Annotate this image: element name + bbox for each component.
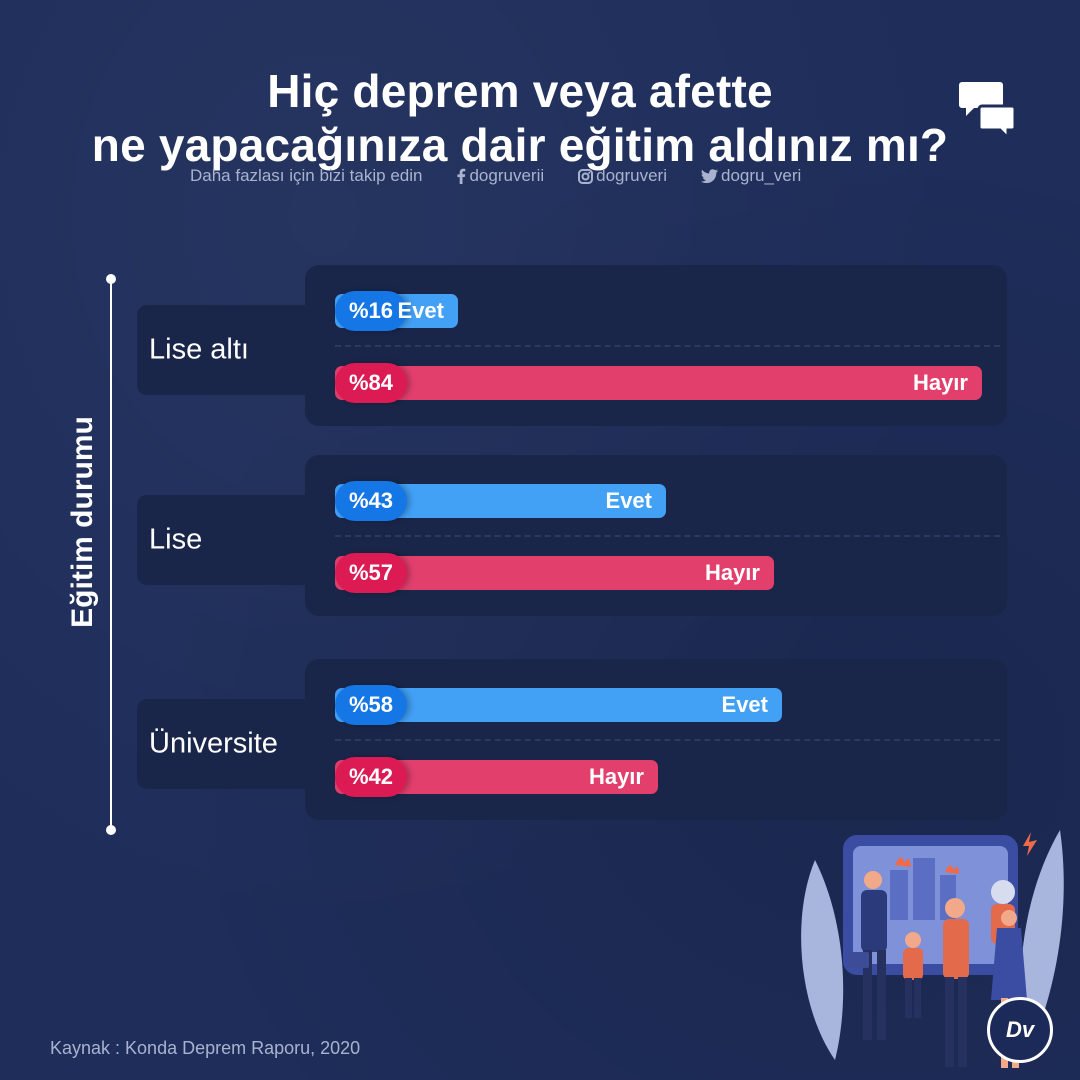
dv-logo: Dv: [987, 997, 1053, 1063]
facebook-handle: dogruverii: [469, 166, 545, 185]
category-label-box: Lise: [137, 495, 337, 585]
category-label-box: Üniversite: [137, 699, 337, 789]
percent-label: %43: [335, 481, 407, 521]
percent-label: %58: [335, 685, 407, 725]
series-label: Evet: [721, 692, 768, 717]
series-label: Evet: [605, 488, 652, 513]
instagram-handle: dogruveri: [596, 166, 667, 185]
bar-hayir: %57 Hayır: [335, 553, 774, 593]
axis-label: Eğitim durumu: [66, 416, 99, 628]
percent-label: %42: [335, 757, 407, 797]
bar-evet: %16 Evet: [335, 291, 458, 331]
instagram-link[interactable]: dogruveri: [578, 166, 667, 186]
category-label: Lise: [149, 523, 203, 556]
dashed-divider: [335, 739, 1000, 741]
bar-evet: %43 Evet: [335, 481, 666, 521]
instagram-icon: [578, 168, 594, 184]
bar-hayir: %84 Hayır: [335, 363, 982, 403]
dashed-divider: [335, 535, 1000, 537]
source-text: Kaynak : Konda Deprem Raporu, 2020: [50, 1038, 361, 1058]
axis-dot-top: [106, 274, 116, 284]
twitter-link[interactable]: dogru_veri: [701, 166, 801, 186]
bar-hayir: %42 Hayır: [335, 757, 658, 797]
series-label: Hayır: [912, 370, 968, 395]
twitter-handle: dogru_veri: [721, 166, 802, 185]
axis-dot-bottom: [106, 825, 116, 835]
percent-label: %84: [335, 363, 407, 403]
title-line-2: ne yapacağınıza dair eğitim aldınız mı?: [91, 119, 949, 171]
social-links: Daha fazlası için bizi takip edin dogruv…: [190, 166, 801, 186]
follow-text: Daha fazlası için bizi takip edin: [190, 166, 423, 185]
category-label: Üniversite: [149, 727, 278, 760]
series-label: Hayır: [704, 560, 760, 585]
dashed-divider: [335, 345, 1000, 347]
axis-line: [110, 279, 112, 830]
bar-evet: %58 Evet: [335, 685, 782, 725]
category-label: Lise altı: [149, 333, 249, 366]
series-label: Evet: [397, 298, 444, 323]
series-label: Hayır: [588, 764, 644, 789]
percent-label: %57: [335, 553, 407, 593]
page-title: Hiç deprem veya afette ne yapacağınıza d…: [0, 64, 1040, 172]
twitter-icon: [701, 169, 718, 183]
facebook-icon: [457, 168, 466, 184]
chat-bubbles-icon: [959, 82, 1017, 142]
percent-label: %16: [335, 291, 407, 331]
category-label-box: Lise altı: [137, 305, 337, 395]
title-line-1: Hiç deprem veya afette: [267, 65, 773, 117]
facebook-link[interactable]: dogruverii: [456, 166, 544, 186]
